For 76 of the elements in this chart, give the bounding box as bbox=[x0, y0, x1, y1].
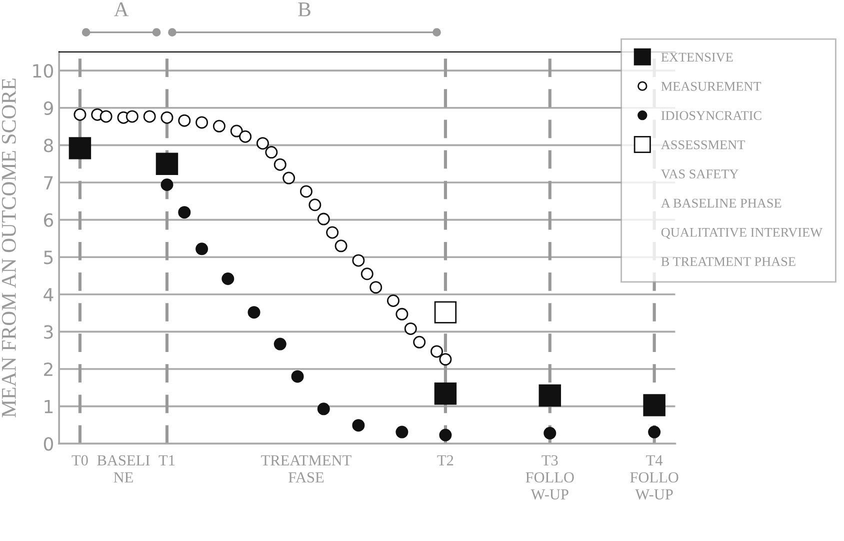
y-axis-title: MEAN FROM AN OUTCOME SCORE bbox=[2, 78, 16, 418]
text: B bbox=[298, 2, 310, 16]
point bbox=[248, 306, 260, 319]
point bbox=[643, 394, 666, 416]
point bbox=[265, 146, 278, 159]
y-tick-label: 3 bbox=[44, 325, 53, 339]
text: B TREATMENT PHASE bbox=[661, 257, 796, 266]
point bbox=[160, 111, 174, 124]
y-tick-label: 9 bbox=[44, 101, 53, 116]
point bbox=[648, 426, 661, 438]
point bbox=[326, 226, 339, 239]
point bbox=[430, 345, 444, 358]
point bbox=[439, 428, 452, 442]
point bbox=[126, 110, 138, 123]
point bbox=[360, 268, 374, 280]
point bbox=[230, 124, 243, 138]
point bbox=[160, 178, 174, 191]
y-tick-label: 6 bbox=[44, 213, 54, 227]
point bbox=[68, 137, 92, 160]
x-tick-label: T4 FOLLO W-UP bbox=[630, 455, 678, 500]
point bbox=[413, 336, 426, 348]
point bbox=[178, 114, 191, 127]
text: QUALITATIVE INTERVIEW bbox=[661, 228, 822, 239]
point bbox=[282, 172, 296, 184]
point bbox=[317, 402, 330, 416]
y-tick-label: 8 bbox=[44, 138, 53, 152]
x-tick-label: TREATMENT FASE bbox=[261, 455, 352, 483]
point bbox=[196, 116, 208, 129]
point bbox=[256, 137, 269, 150]
point bbox=[239, 130, 252, 143]
point bbox=[300, 185, 312, 198]
point bbox=[196, 242, 208, 256]
y-tick-label: 4 bbox=[44, 288, 54, 302]
point bbox=[334, 240, 348, 252]
point bbox=[439, 353, 452, 366]
x-tick-label: T3 FOLLO W-UP bbox=[526, 455, 574, 500]
x-tick-label: T1 bbox=[158, 455, 175, 466]
point bbox=[434, 301, 457, 324]
point bbox=[178, 206, 191, 219]
point bbox=[212, 120, 226, 132]
point bbox=[396, 426, 408, 438]
point bbox=[544, 426, 556, 440]
point bbox=[538, 384, 561, 407]
point bbox=[100, 110, 112, 123]
legend-label: IDIOSYNCRATIC bbox=[661, 111, 762, 120]
legend-label: ASSESSMENT bbox=[660, 140, 745, 150]
point bbox=[156, 152, 178, 175]
text: VAS SAFETY bbox=[661, 170, 738, 178]
y-tick-label: 10 bbox=[33, 64, 54, 78]
point bbox=[291, 370, 304, 383]
y-tick-label: 7 bbox=[44, 176, 53, 190]
x-tick-label: BASELI NE bbox=[97, 455, 150, 482]
point bbox=[222, 272, 234, 285]
legend-label: MEASUREMENT bbox=[661, 82, 762, 91]
x-tick-label: T0 bbox=[72, 455, 88, 466]
y-tick-label: 1 bbox=[44, 400, 53, 414]
point bbox=[370, 281, 382, 294]
point bbox=[143, 110, 156, 123]
point bbox=[352, 254, 365, 267]
point bbox=[274, 158, 286, 171]
y-tick-label: 0 bbox=[44, 437, 54, 451]
point bbox=[274, 338, 286, 350]
y-tick-label: 5 bbox=[44, 250, 53, 264]
legend-label: EXTENSIVE bbox=[661, 52, 733, 62]
text: A BASELINE PHASE bbox=[660, 198, 782, 208]
x-tick-label: T2 bbox=[437, 455, 454, 466]
point bbox=[434, 382, 457, 405]
point bbox=[404, 322, 417, 335]
text: A bbox=[114, 2, 129, 16]
point bbox=[317, 212, 330, 226]
point bbox=[386, 294, 400, 307]
point bbox=[308, 198, 322, 212]
y-tick-label: 2 bbox=[44, 362, 52, 376]
point bbox=[352, 419, 365, 432]
point bbox=[74, 108, 86, 121]
point bbox=[396, 308, 408, 320]
